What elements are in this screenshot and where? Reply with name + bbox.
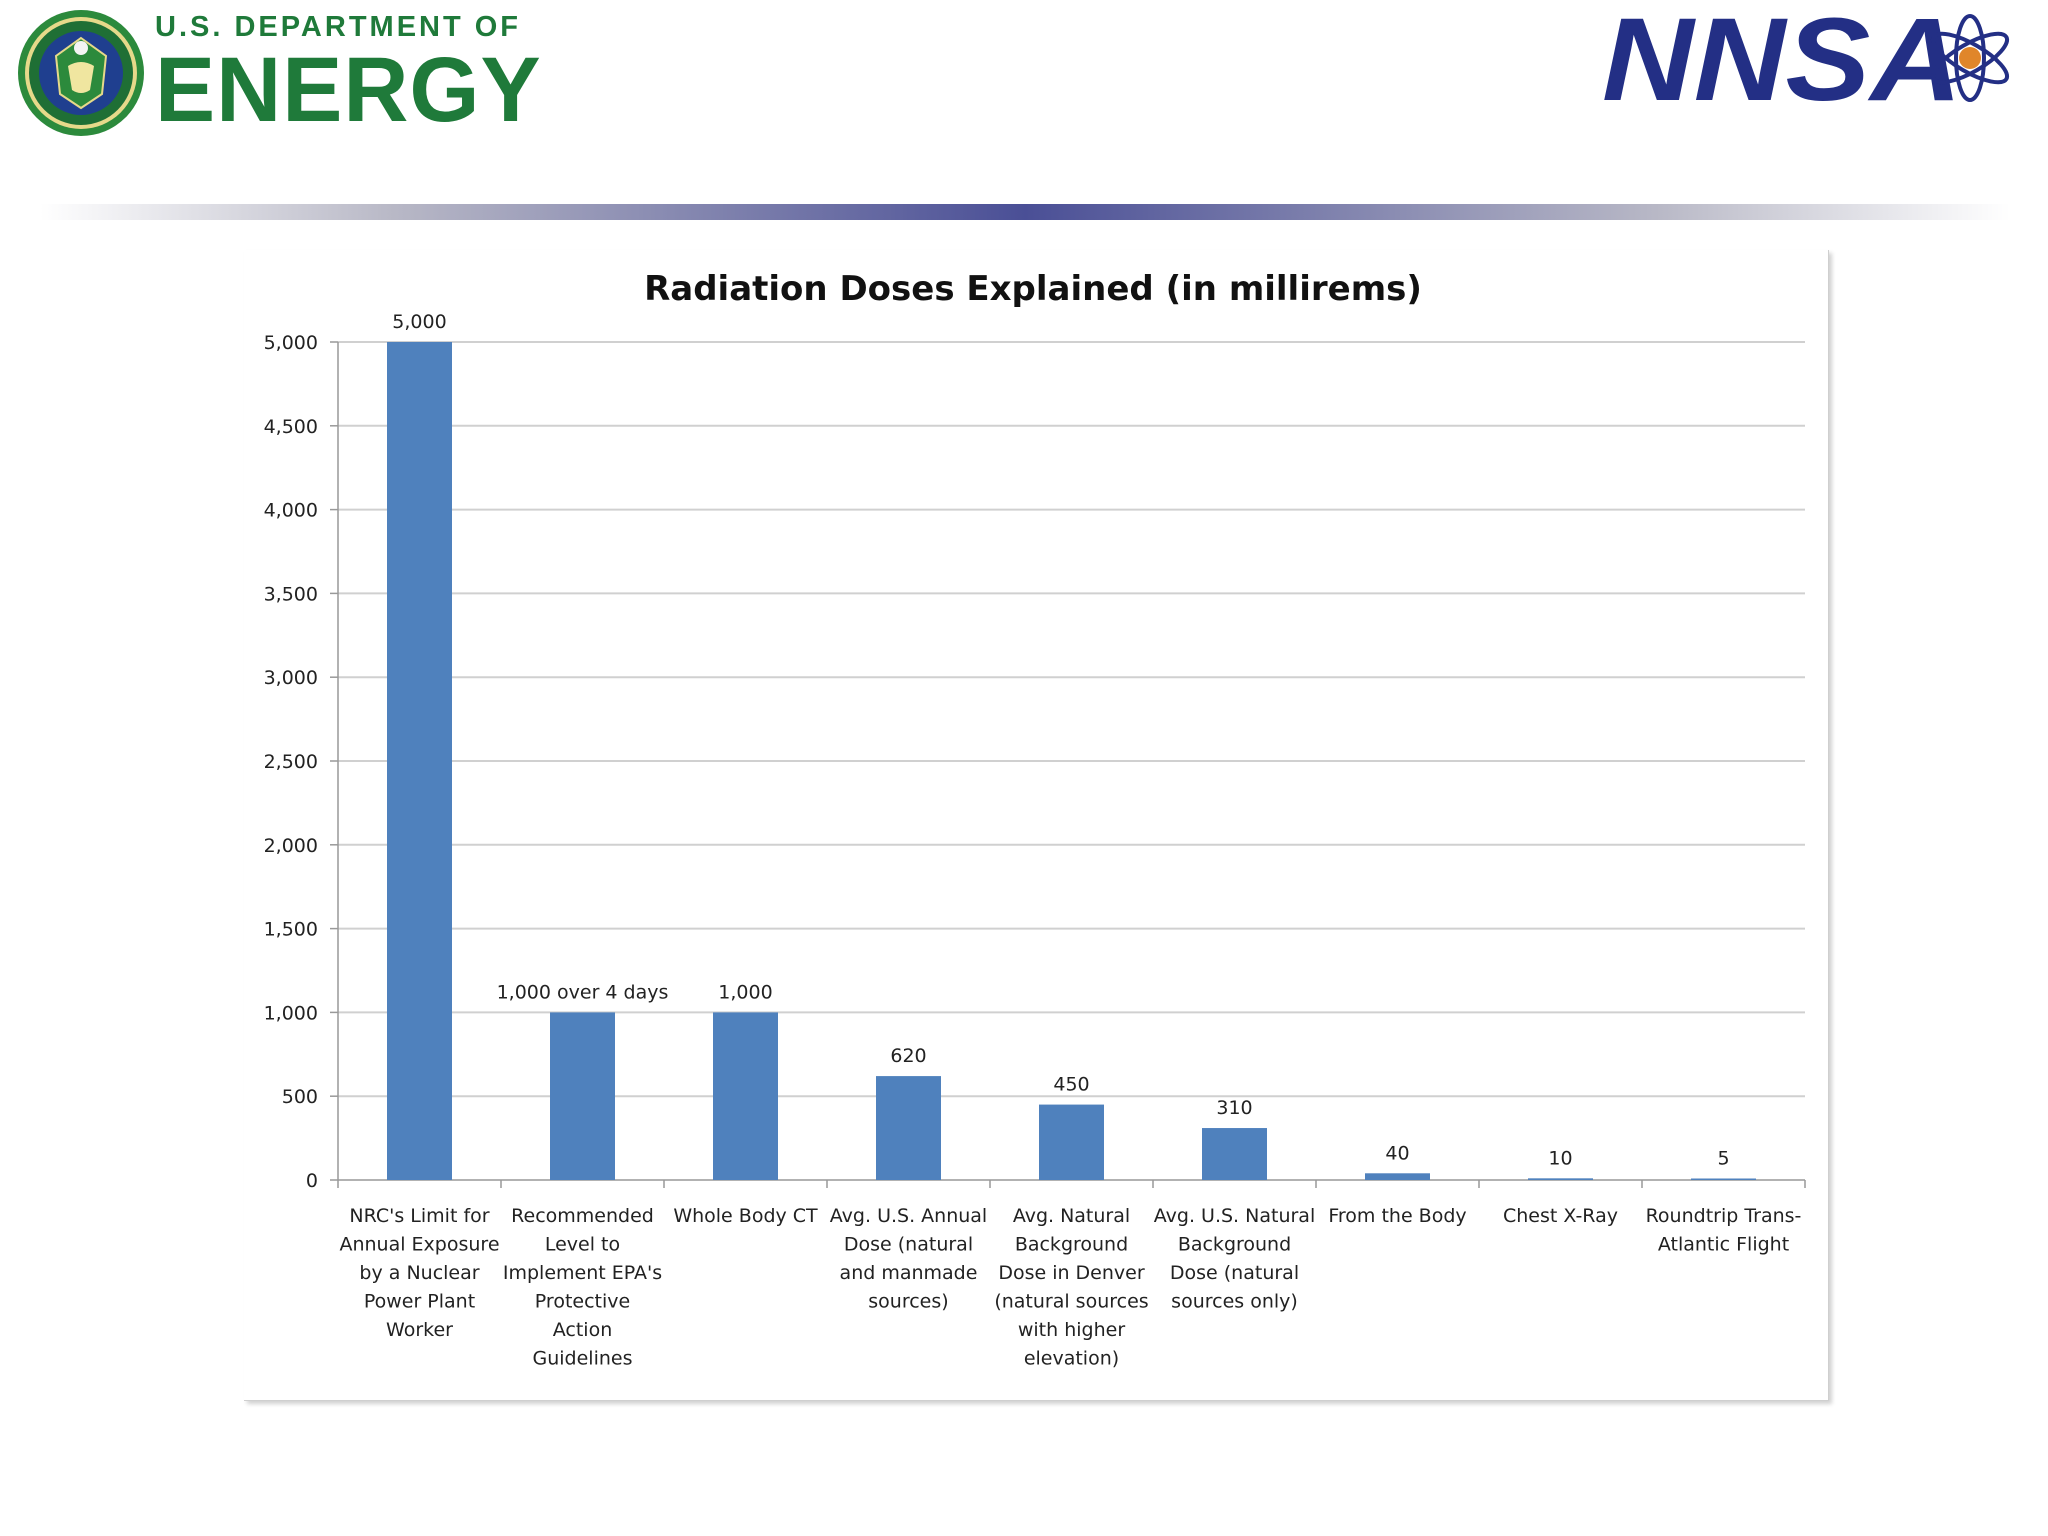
category-label-line: Chest X-Ray bbox=[1503, 1205, 1618, 1227]
doe-wordmark-line2: ENERGY bbox=[155, 39, 542, 141]
data-label: 450 bbox=[1053, 1074, 1089, 1096]
category-label-line: NRC's Limit for bbox=[349, 1205, 489, 1227]
y-tick-label: 2,000 bbox=[264, 835, 318, 857]
y-tick-label: 3,000 bbox=[264, 667, 318, 689]
category-label: Chest X-Ray bbox=[1503, 1205, 1618, 1227]
category-label-line: Guidelines bbox=[533, 1348, 633, 1370]
category-label-line: Power Plant bbox=[364, 1291, 475, 1313]
category-label-line: Avg. Natural bbox=[1013, 1205, 1130, 1227]
category-label-line: Dose (natural bbox=[844, 1234, 973, 1256]
y-tick-label: 0 bbox=[306, 1170, 318, 1192]
category-label: Recommended Level to Implement EPA's Protec… bbox=[503, 1205, 662, 1370]
gridlines bbox=[338, 341, 1805, 1098]
category-label: Whole Body CT bbox=[673, 1205, 818, 1227]
bar bbox=[387, 342, 452, 1180]
bars bbox=[387, 342, 1756, 1180]
data-label: 40 bbox=[1385, 1142, 1409, 1164]
data-label: 1,000 over 4 days bbox=[497, 981, 669, 1003]
data-label: 620 bbox=[890, 1045, 926, 1067]
data-label: 5 bbox=[1717, 1148, 1729, 1170]
bar bbox=[713, 1012, 778, 1180]
category-label-line: Background bbox=[1178, 1234, 1291, 1256]
doe-seal-logo bbox=[18, 10, 144, 136]
category-label-line: Avg. U.S. Annual bbox=[830, 1205, 987, 1227]
doe-wordmark-line1: U.S. DEPARTMENT OF bbox=[155, 11, 522, 43]
bar bbox=[1365, 1173, 1430, 1180]
chart-title: Radiation Doses Explained (in millirems) bbox=[644, 269, 1422, 309]
category-label-line: Recommended bbox=[511, 1205, 654, 1227]
y-tick-label: 1,500 bbox=[264, 919, 318, 941]
category-label: NRC's Limit for Annual Exposure by a Nucle… bbox=[339, 1205, 499, 1341]
y-tick-label: 3,500 bbox=[264, 583, 318, 605]
bar bbox=[1039, 1104, 1104, 1180]
category-label-line: Roundtrip Trans- bbox=[1646, 1205, 1802, 1227]
nnsa-logo: NNSA bbox=[1602, 6, 2010, 116]
category-label-line: Action bbox=[553, 1319, 613, 1341]
category-label-line: Whole Body CT bbox=[673, 1205, 818, 1227]
data-label: 1,000 bbox=[718, 981, 772, 1003]
category-label-line: with higher bbox=[1018, 1319, 1125, 1341]
y-tick-label: 1,000 bbox=[264, 1002, 318, 1024]
bar bbox=[876, 1076, 941, 1180]
category-label-line: elevation) bbox=[1024, 1348, 1119, 1370]
category-label: From the Body bbox=[1328, 1205, 1466, 1227]
atom-icon bbox=[1930, 14, 2010, 102]
y-tick-label: 4,000 bbox=[264, 500, 318, 522]
category-label-line: Atlantic Flight bbox=[1658, 1234, 1789, 1256]
category-label-line: Dose in Denver bbox=[998, 1262, 1145, 1284]
category-label-line: Protective bbox=[535, 1291, 630, 1313]
category-label: Avg. U.S. Annual Dose (natural and manmade… bbox=[830, 1205, 987, 1313]
category-label-line: and manmade bbox=[840, 1262, 978, 1284]
bar bbox=[1202, 1128, 1267, 1180]
nnsa-wordmark: NNSA bbox=[1602, 6, 1962, 116]
category-label-line: Annual Exposure bbox=[339, 1234, 499, 1256]
y-tick-label: 2,500 bbox=[264, 751, 318, 773]
doe-wordmark: U.S. DEPARTMENT OF ENERGY bbox=[155, 10, 550, 136]
category-label-line: Avg. U.S. Natural bbox=[1154, 1205, 1315, 1227]
category-label-line: Dose (natural bbox=[1170, 1262, 1299, 1284]
category-label: Avg. Natural Background Dose in Denver (nat… bbox=[994, 1205, 1148, 1370]
y-tick-label: 5,000 bbox=[264, 332, 318, 354]
bar bbox=[550, 1012, 615, 1180]
category-label-line: by a Nuclear bbox=[359, 1262, 479, 1284]
data-label: 10 bbox=[1548, 1147, 1572, 1169]
y-tick-label: 4,500 bbox=[264, 416, 318, 438]
bar bbox=[1691, 1178, 1756, 1180]
chart-frame bbox=[244, 250, 1829, 1401]
category-labels: NRC's Limit for Annual Exposure by a Nucle… bbox=[339, 1205, 1801, 1370]
category-label-line: sources only) bbox=[1171, 1291, 1298, 1313]
data-label: 5,000 bbox=[392, 311, 446, 333]
header-divider bbox=[40, 204, 2010, 220]
data-label: 310 bbox=[1216, 1097, 1252, 1119]
category-label-line: (natural sources bbox=[994, 1291, 1148, 1313]
category-label-line: sources) bbox=[868, 1291, 948, 1313]
category-label-line: From the Body bbox=[1328, 1205, 1466, 1227]
category-label: Avg. U.S. Natural Background Dose (natural… bbox=[1154, 1205, 1315, 1313]
category-label-line: Level to bbox=[545, 1234, 620, 1256]
category-label-line: Background bbox=[1015, 1234, 1128, 1256]
category-label-line: Implement EPA's bbox=[503, 1262, 662, 1284]
data-labels: 5,000 1,000 over 4 days 1,000 620 450 310 40 10… bbox=[392, 311, 1729, 1170]
bar bbox=[1528, 1178, 1593, 1180]
category-label-line: Worker bbox=[386, 1319, 453, 1341]
y-tick-label: 500 bbox=[282, 1086, 318, 1108]
category-label: Roundtrip Trans- Atlantic Flight bbox=[1646, 1205, 1802, 1256]
